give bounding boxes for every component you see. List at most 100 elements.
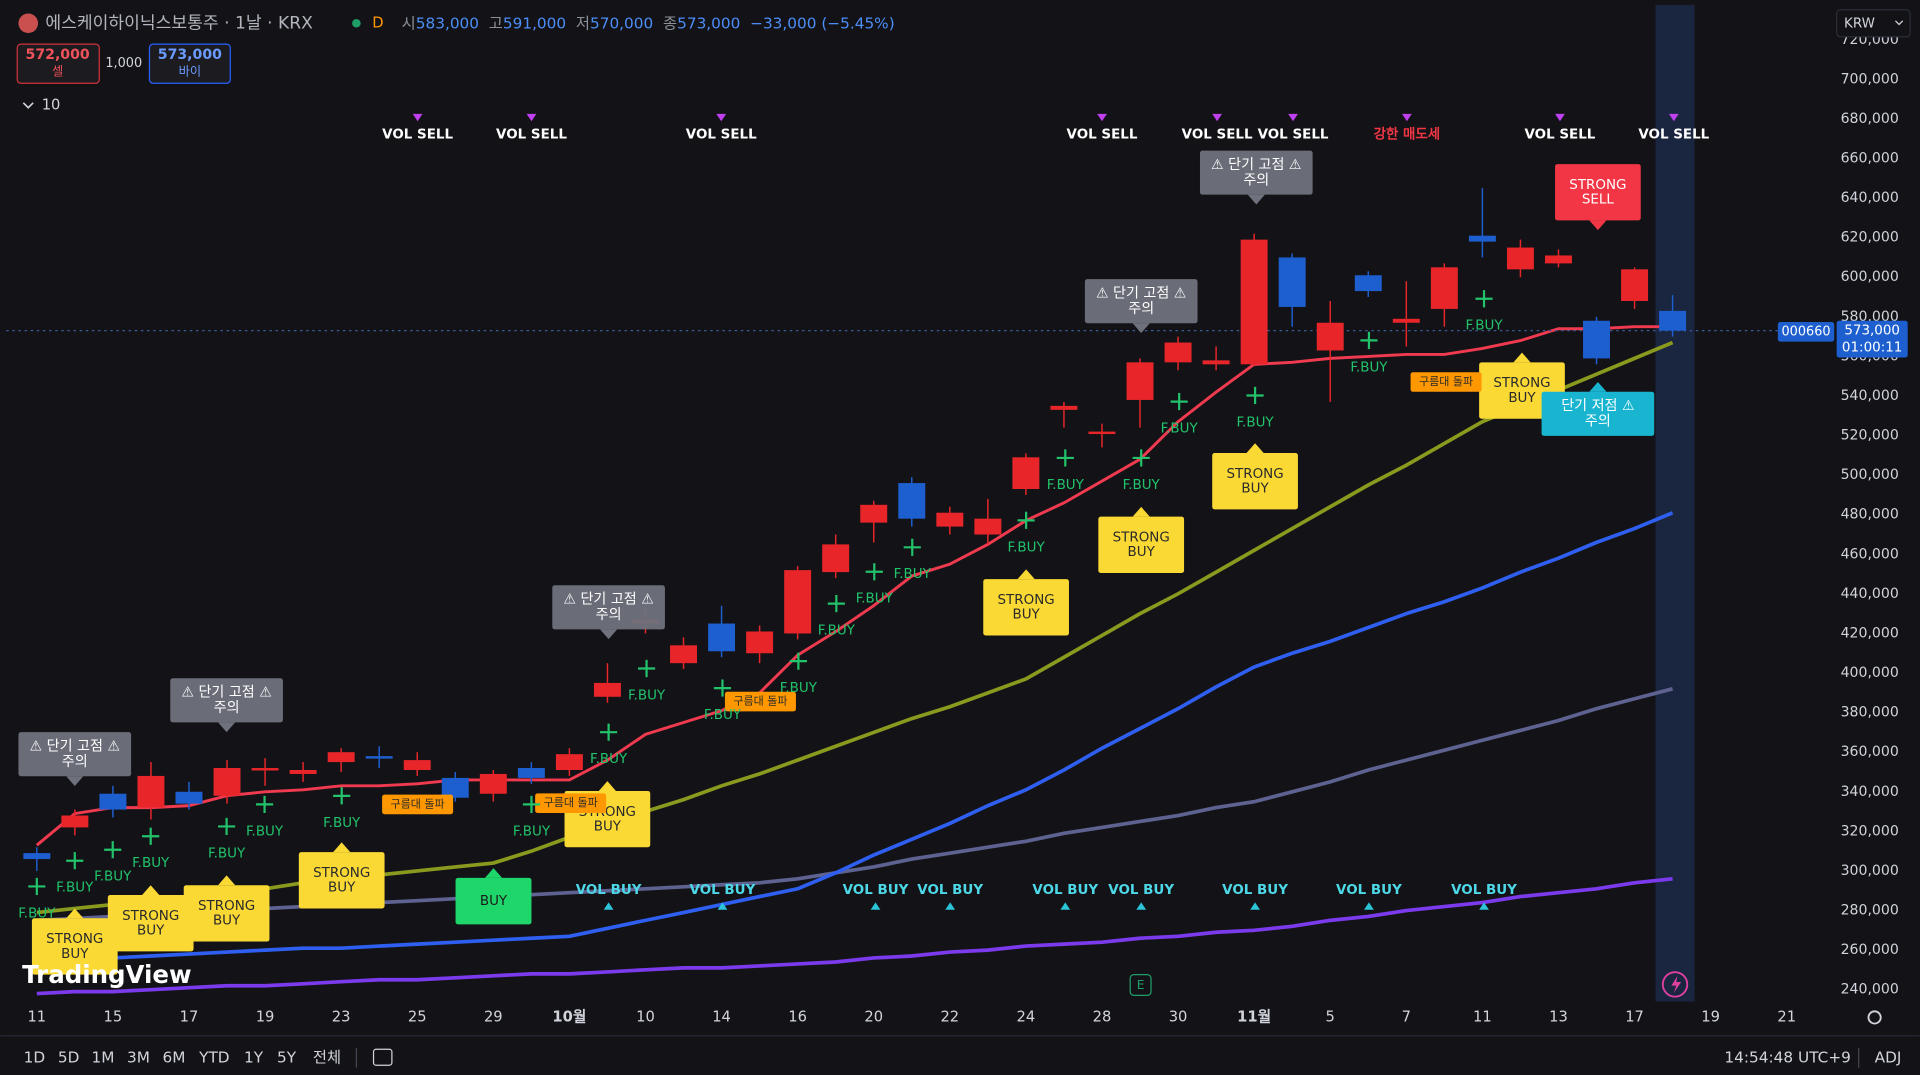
signal-label: F.BUY	[56, 881, 94, 896]
candle-body	[1164, 342, 1192, 363]
signal-label: VOL SELL	[1182, 128, 1253, 143]
y-tick-label: 680,000	[1841, 111, 1899, 127]
signal-label: ⚠ 단기 고점 ⚠	[181, 685, 271, 701]
x-tick-label: 19	[1701, 1008, 1720, 1025]
signal-label: F.BUY	[894, 567, 932, 582]
adjust-button[interactable]: ADJ	[1875, 1048, 1902, 1066]
date-range-icon[interactable]	[372, 1048, 393, 1066]
signal-marker	[1288, 113, 1298, 122]
signal-marker	[1060, 902, 1071, 910]
y-tick-label: 260,000	[1841, 942, 1899, 958]
signal-label: BUY	[1241, 482, 1269, 497]
signal-label: 구름대 돌파	[1419, 375, 1473, 388]
signal-label: F.BUY	[94, 870, 132, 885]
range-button[interactable]: 5D	[58, 1048, 80, 1066]
x-tick-label: 5	[1326, 1008, 1335, 1025]
candle-body	[1354, 275, 1382, 292]
candle-body	[936, 512, 964, 527]
signal-marker	[717, 902, 728, 910]
logo[interactable]: TradingView	[22, 960, 192, 989]
candle-body	[251, 768, 279, 771]
range-button[interactable]: 1Y	[244, 1048, 264, 1066]
x-tick-label: 11	[27, 1008, 46, 1025]
signal-label: F.BUY	[1161, 422, 1199, 437]
signal-label: F.BUY	[780, 681, 818, 696]
symbol-name[interactable]: 에스케이하이닉스보통주 · 1날 · KRX	[45, 13, 313, 33]
signal-marker	[1212, 113, 1223, 122]
signal-box	[1555, 164, 1641, 221]
axes: 240,000 260,000 280,000 300,000 320,000 340,0…	[27, 32, 1898, 1026]
sell-label: 셀	[52, 65, 63, 79]
range-button[interactable]: 5Y	[277, 1048, 297, 1066]
signal-label: 주의	[1128, 301, 1154, 317]
earnings-icon[interactable]	[1129, 973, 1152, 997]
signal-label: STRONG	[1113, 531, 1170, 546]
range-button[interactable]: YTD	[198, 1048, 229, 1066]
signal-marker	[1401, 113, 1412, 122]
candle-body	[1012, 457, 1040, 489]
candle-body	[1430, 267, 1458, 309]
value: 573,000	[677, 14, 740, 32]
currency-caret	[1894, 20, 1904, 26]
range-button[interactable]: 1D	[24, 1048, 46, 1066]
range-button[interactable]: 전체	[313, 1048, 341, 1066]
y-tick-label: 400,000	[1841, 665, 1899, 681]
range-button[interactable]: 6M	[162, 1048, 185, 1066]
candle-body	[479, 773, 507, 794]
signal-box	[1098, 516, 1185, 574]
candle-body	[746, 631, 774, 654]
signal-pointer	[1513, 352, 1531, 363]
signal-label: STRONG	[1569, 178, 1626, 193]
signal-label: 구름대 돌파	[391, 797, 445, 810]
range-button[interactable]: 1M	[91, 1048, 114, 1066]
current-bar-highlight	[1655, 4, 1695, 1002]
signal-marker	[1479, 902, 1489, 910]
sell-button[interactable]	[16, 43, 100, 84]
signal-label: VOL BUY	[1336, 883, 1402, 898]
y-tick-label: 420,000	[1841, 625, 1899, 641]
settings-icon[interactable]	[1867, 1010, 1882, 1025]
y-tick-label: 380,000	[1841, 705, 1899, 721]
signal-cross	[104, 841, 122, 859]
signal-label: F.BUY	[856, 592, 894, 607]
interval-badge: D	[372, 14, 383, 31]
candle-body	[175, 791, 203, 804]
signal-marker	[1250, 902, 1260, 910]
x-tick-label: 14	[712, 1008, 731, 1025]
signal-box	[724, 691, 796, 712]
signal-box	[170, 678, 283, 723]
label: 고	[489, 14, 503, 32]
signal-box	[1084, 279, 1198, 324]
signal-cross	[600, 723, 618, 741]
signal-label: VOL SELL	[496, 128, 567, 143]
signal-marker	[1555, 113, 1565, 122]
alert-icon[interactable]	[1661, 971, 1689, 998]
currency-button[interactable]	[1836, 9, 1911, 38]
signal-label: 주의	[214, 700, 240, 716]
signal-label: VOL BUY	[1222, 883, 1288, 898]
signal-cross	[28, 877, 46, 896]
signal-label: 주의	[62, 754, 88, 770]
indicators-count[interactable]: 10	[42, 96, 61, 113]
signal-label: VOL SELL	[686, 128, 757, 143]
signal-label: F.BUY	[323, 816, 361, 831]
signal-box	[382, 794, 454, 815]
y-tick-label: 540,000	[1841, 388, 1899, 404]
collapse-icon[interactable]	[22, 102, 34, 109]
candle-body	[1468, 235, 1496, 242]
currency: KRW	[1844, 16, 1875, 31]
signal-cross	[255, 795, 274, 813]
signal-cross	[789, 652, 807, 670]
signal-cross	[66, 852, 84, 870]
x-tick-label: 11	[1473, 1008, 1492, 1025]
y-tick-label: 340,000	[1841, 784, 1899, 800]
signal-box	[455, 877, 532, 925]
value: 570,000	[590, 14, 653, 32]
candle-body	[1240, 239, 1268, 365]
range-button[interactable]: 3M	[127, 1048, 150, 1066]
buy-button[interactable]	[148, 43, 231, 84]
signal-label: 단기 저점 ⚠	[1561, 398, 1634, 414]
signal-label: SELL	[1582, 193, 1615, 208]
signal-label: BUY	[137, 924, 165, 939]
candle-body	[517, 768, 545, 778]
